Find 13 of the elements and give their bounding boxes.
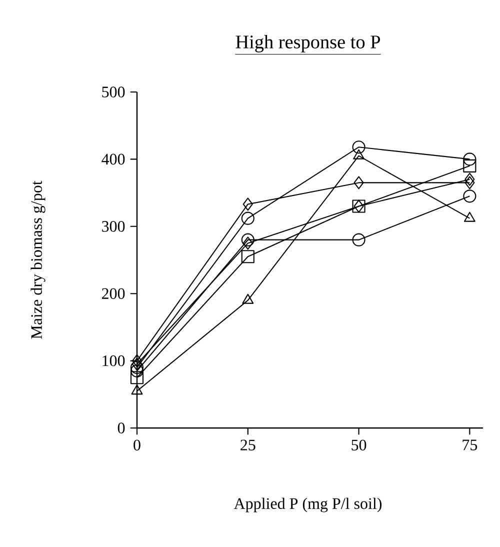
y-tick-label: 200: [102, 288, 125, 299]
y-tick-label: 100: [102, 355, 125, 366]
x-axis-title: Applied P (mg P/l soil): [234, 498, 382, 512]
x-tick-label: 50: [352, 440, 366, 450]
y-tick-label: 300: [102, 221, 125, 232]
chart-title: High response to P: [236, 34, 380, 52]
x-tick-label: 0: [134, 440, 140, 450]
y-axis-title: Maize dry biomass g/pot: [30, 180, 46, 339]
y-tick-label: 0: [118, 422, 125, 434]
x-tick-label: 75: [462, 440, 478, 450]
y-tick-label: 400: [102, 154, 125, 165]
x-tick-label: 25: [240, 440, 256, 450]
y-tick-label: 500: [102, 86, 125, 98]
